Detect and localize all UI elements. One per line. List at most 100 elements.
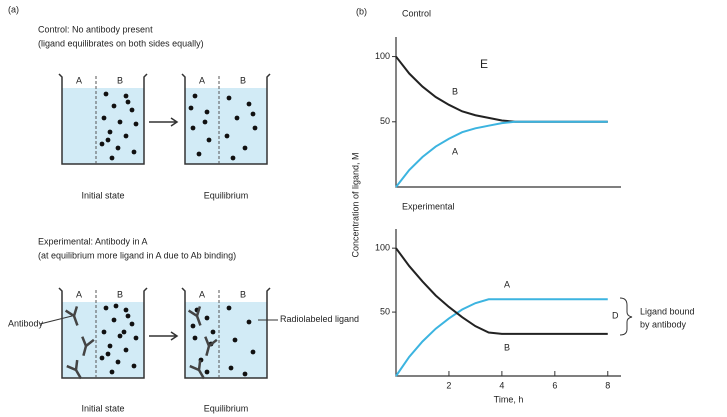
ligand <box>207 138 212 143</box>
ligand <box>231 156 236 161</box>
ligand <box>243 146 248 151</box>
ligand <box>193 94 198 99</box>
ligand <box>227 306 232 311</box>
ligand <box>132 364 137 369</box>
ligand <box>124 348 129 353</box>
page: (a) Control: No antibody present (ligand… <box>0 0 727 417</box>
ligand <box>108 130 113 135</box>
data-line <box>396 57 608 122</box>
ligand <box>229 366 234 371</box>
ligand <box>191 126 196 131</box>
ligand <box>100 142 105 147</box>
x-tick-label: 2 <box>446 380 451 390</box>
ligand <box>112 318 117 323</box>
compartment-label: A <box>199 289 205 299</box>
ligand <box>124 134 129 139</box>
y-tick-label: 100 <box>375 243 390 253</box>
ligand <box>251 112 256 117</box>
ligand <box>132 150 137 155</box>
chart-title: Experimental <box>402 201 455 211</box>
ligand <box>102 330 107 335</box>
ligand <box>251 350 256 355</box>
compartment-label: B <box>240 75 246 85</box>
y-tick-label: 100 <box>375 51 390 61</box>
arrow <box>149 332 177 340</box>
ligand <box>197 152 202 157</box>
ligand <box>116 146 121 151</box>
ligand <box>110 156 115 161</box>
compartment-label: A <box>199 75 205 85</box>
panel-label: (b) <box>356 6 367 16</box>
caption: Equilibrium <box>204 403 249 413</box>
ligand <box>247 320 252 325</box>
annotation: B <box>452 86 458 96</box>
ligand <box>211 330 216 335</box>
ligand <box>235 116 240 121</box>
ligand <box>112 104 117 109</box>
compartment-label: A <box>76 75 82 85</box>
annotation: by antibody <box>640 319 687 329</box>
ligand <box>118 334 123 339</box>
annotation: B <box>504 342 510 352</box>
caption: Initial state <box>81 190 124 200</box>
ligand <box>100 356 105 361</box>
annotation: D <box>612 310 619 320</box>
ligand <box>104 92 109 97</box>
exp-title: Experimental: Antibody in A <box>38 236 148 246</box>
x-axis-label: Time, h <box>494 394 524 404</box>
ligand <box>205 316 210 321</box>
ligand <box>134 122 139 127</box>
x-tick-label: 4 <box>499 380 504 390</box>
ligand <box>114 304 119 309</box>
ligand <box>253 126 258 131</box>
caption: Initial state <box>81 403 124 413</box>
ligand <box>126 100 131 105</box>
ligand <box>134 336 139 341</box>
caption: Equilibrium <box>204 190 249 200</box>
ligand <box>116 360 121 365</box>
data-line <box>396 299 608 376</box>
ligand <box>233 338 238 343</box>
ligand <box>247 102 252 107</box>
antibody-label: Antibody <box>8 318 44 328</box>
ligand <box>124 94 129 99</box>
ligand <box>122 330 127 335</box>
x-tick-label: 6 <box>552 380 557 390</box>
y-tick-label: 50 <box>380 306 390 316</box>
ligand-label-text: Radiolabeled ligand <box>280 314 359 324</box>
figure: (a) Control: No antibody present (ligand… <box>0 0 727 417</box>
annotation: A <box>504 279 510 289</box>
arrow <box>149 118 177 126</box>
ligand <box>126 314 131 319</box>
control-title: Control: No antibody present <box>38 24 153 34</box>
y-axis-label: Concentration of ligand, M <box>350 152 360 257</box>
ligand <box>225 134 230 139</box>
x-tick-label: 8 <box>605 380 610 390</box>
annotation: E <box>480 57 488 71</box>
data-line <box>396 122 608 187</box>
brace <box>620 298 632 335</box>
ligand <box>193 336 198 341</box>
ligand <box>191 324 196 329</box>
ligand <box>189 106 194 111</box>
ligand <box>203 120 208 125</box>
ligand <box>124 308 129 313</box>
y-tick-label: 50 <box>380 116 390 126</box>
ligand <box>205 370 210 375</box>
ligand <box>102 116 107 121</box>
ligand <box>106 352 111 357</box>
ligand <box>108 344 113 349</box>
data-line <box>396 248 608 334</box>
ligand <box>130 108 135 113</box>
ligand <box>118 120 123 125</box>
ligand <box>110 370 115 375</box>
axis <box>396 37 621 187</box>
control-subtitle: (ligand equilibrates on both sides equal… <box>38 38 204 48</box>
ligand-label: Radiolabeled ligand <box>280 314 359 324</box>
compartment-label: B <box>240 289 246 299</box>
ligand <box>227 96 232 101</box>
ligand <box>130 322 135 327</box>
annotation: Ligand bound <box>640 306 695 316</box>
exp-subtitle: (at equilibrium more ligand in A due to … <box>38 250 236 260</box>
